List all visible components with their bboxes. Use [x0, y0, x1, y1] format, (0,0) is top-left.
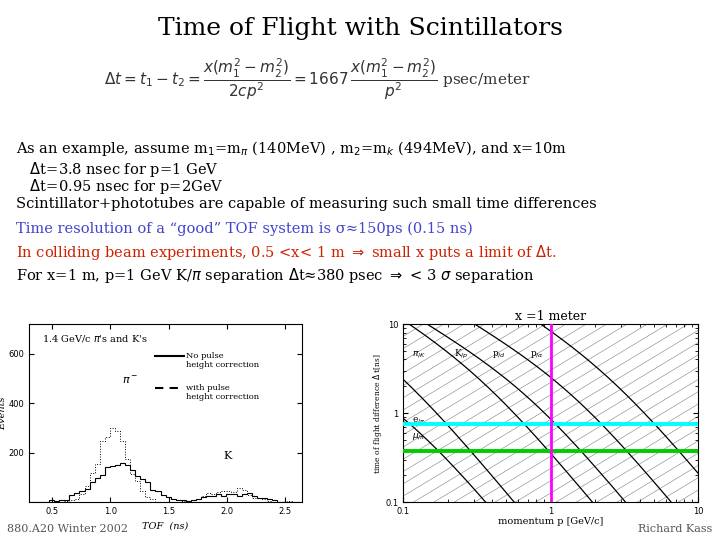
Text: Scintillator+phototubes are capable of measuring such small time differences: Scintillator+phototubes are capable of m…	[16, 197, 597, 211]
Text: For x=1 m, p=1 GeV K/$\pi$ separation $\Delta$t≈380 psec $\Rightarrow$ < 3 $\sig: For x=1 m, p=1 GeV K/$\pi$ separation $\…	[16, 266, 534, 285]
Text: Time resolution of a “good” TOF system is σ≈150ps (0.15 ns): Time resolution of a “good” TOF system i…	[16, 221, 472, 236]
Text: $\mu_{/\pi}$: $\mu_{/\pi}$	[412, 431, 426, 442]
Text: p$_{/d}$: p$_{/d}$	[492, 349, 506, 360]
X-axis label: TOF  (ns): TOF (ns)	[143, 522, 189, 531]
Text: As an example, assume m$_1$=m$_\pi$ (140MeV) , m$_2$=m$_k$ (494MeV), and x=10m: As an example, assume m$_1$=m$_\pi$ (140…	[16, 139, 567, 158]
Text: $\Delta$t=0.95 nsec for p=2GeV: $\Delta$t=0.95 nsec for p=2GeV	[16, 177, 223, 196]
Text: 1.4 GeV/c $\pi$'s and K's: 1.4 GeV/c $\pi$'s and K's	[42, 333, 148, 344]
Text: height correction: height correction	[186, 393, 259, 401]
Text: $\pi_{/K}$: $\pi_{/K}$	[412, 349, 426, 360]
Text: 880.A20 Winter 2002: 880.A20 Winter 2002	[7, 523, 128, 534]
Text: with pulse: with pulse	[186, 384, 230, 392]
Text: p$_{/\alpha}$: p$_{/\alpha}$	[530, 349, 544, 360]
Text: $\pi^-$: $\pi^-$	[122, 375, 138, 387]
Text: K: K	[223, 451, 232, 461]
Text: $\Delta t = t_1 - t_2 = \dfrac{x(m_1^2 - m_2^2)}{2cp^2} = 1667\, \dfrac{x(m_1^2 : $\Delta t = t_1 - t_2 = \dfrac{x(m_1^2 -…	[104, 57, 530, 103]
Text: No pulse: No pulse	[186, 352, 224, 360]
Y-axis label: time of flight difference $\Delta$ t[ns]: time of flight difference $\Delta$ t[ns]	[371, 353, 384, 474]
Y-axis label: Events: Events	[0, 396, 6, 430]
Text: Richard Kass: Richard Kass	[639, 523, 713, 534]
Text: Time of Flight with Scintillators: Time of Flight with Scintillators	[158, 17, 562, 40]
Text: e$_{/\pi}$: e$_{/\pi}$	[412, 415, 426, 426]
Text: K$_{/p}$: K$_{/p}$	[454, 348, 469, 361]
Title: x =1 meter: x =1 meter	[516, 310, 586, 323]
Text: In colliding beam experiments, 0.5 <x< 1 m $\Rightarrow$ small x puts a limit of: In colliding beam experiments, 0.5 <x< 1…	[16, 243, 557, 262]
X-axis label: momentum p [GeV/c]: momentum p [GeV/c]	[498, 517, 603, 526]
Text: $\Delta$t=3.8 nsec for p=1 GeV: $\Delta$t=3.8 nsec for p=1 GeV	[16, 160, 218, 179]
Text: height correction: height correction	[186, 361, 259, 369]
